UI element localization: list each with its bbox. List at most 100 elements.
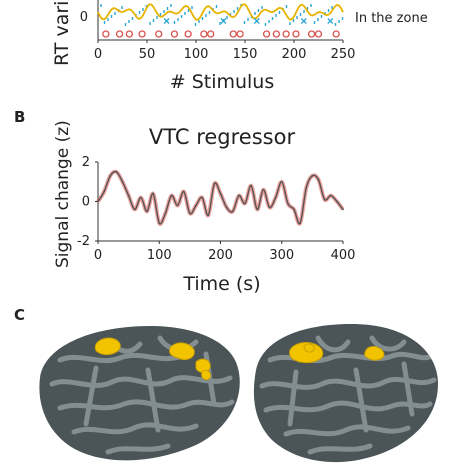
left-hemisphere (39, 326, 240, 461)
panel-a-x-tick-label: 100 (184, 47, 209, 62)
panel-b-y-tick-label: 2 (82, 155, 90, 170)
panel-b-data-point (201, 196, 204, 199)
panel-a-x-tick-label: 250 (331, 47, 356, 62)
panel-b-data-point (164, 212, 167, 215)
panel-a-zone-marker (292, 30, 300, 38)
panel-b-x-tick-label: 100 (147, 248, 172, 263)
panel-b-data-point (262, 188, 265, 191)
panel-b-data-point (139, 196, 142, 199)
panel-b-data-point (225, 206, 228, 209)
panel-a-zone-marker (282, 30, 290, 38)
panel-a-zone-marker (207, 30, 215, 38)
panel-a-rt-trace (97, 3, 344, 21)
panel-b-data-point (121, 180, 124, 183)
panel-b-error-band (96, 169, 345, 226)
panel-a-cross-marker (253, 18, 260, 24)
panel-b-data-point (305, 186, 308, 189)
panel-b-x-tick-label: 300 (269, 248, 294, 263)
panel-b-data-point (323, 198, 326, 201)
panel-b-data-point (293, 208, 295, 211)
panel-a-cross-marker (220, 18, 227, 24)
panel-a-zone-marker (200, 30, 208, 38)
panel-a-zone-marker (314, 30, 323, 38)
panel-a-zone-marker (307, 30, 316, 38)
panel-b-data-point (188, 212, 191, 215)
panel-c-letter: C (14, 306, 25, 324)
panel-a-zone-marker (170, 30, 179, 38)
panel-b-data-point (195, 204, 197, 207)
panel-a-marks (97, 3, 344, 38)
panel-b-x-tick-label: 200 (208, 248, 233, 263)
panel-a-zone-marker (236, 30, 244, 38)
panel-b-data-point (250, 184, 253, 187)
panel-b-data-point (280, 180, 283, 183)
panel-b-x-tick-label: 0 (94, 248, 102, 263)
panel-b-y-ticks: 2 0 -2 (77, 155, 98, 249)
panel-b-data-point (335, 200, 338, 203)
panel-a-x-ticks: 0 50 100 150 200 250 (94, 40, 356, 62)
panel-b-data-point (299, 222, 302, 225)
panel-b-xlabel: Time (s) (182, 273, 260, 295)
panel-b-data-point (244, 202, 246, 205)
panel-a-x-tick-label: 150 (233, 47, 258, 62)
panel-b-data-point (274, 196, 277, 199)
panel-a-zone-marker (138, 30, 146, 38)
panel-b-data-point (286, 202, 289, 205)
panel-a-zone-marker (229, 30, 237, 38)
panel-b-data-point (127, 194, 130, 197)
panel-a: 0 RT varia 0 50 100 150 200 250 # Stimulus In… (51, 0, 428, 93)
panel-a-zone-marker (262, 30, 271, 38)
panel-b-x-tick-label: 400 (331, 248, 356, 263)
panel-b-data-point (158, 222, 161, 225)
panel-b-letter: B (14, 108, 25, 126)
panel-b-series (96, 169, 345, 226)
panel-a-x-tick-label: 0 (94, 47, 102, 62)
panel-a-legend-label: In the zone (355, 11, 428, 26)
right-hemisphere (253, 324, 438, 463)
panel-a-xlabel: # Stimulus (170, 71, 275, 93)
panel-b-data-point (152, 192, 155, 195)
panel-c: C (14, 306, 438, 463)
panel-b-data-point (176, 204, 179, 207)
panel-b-ylabel: Signal change (z) (53, 120, 73, 268)
panel-b-data-point (146, 210, 148, 213)
panel-a-x-tick-label: 50 (139, 47, 156, 62)
panel-b-data-point (97, 200, 99, 203)
panel-b-data-point (103, 190, 106, 193)
panel-a-zone-marker (155, 30, 163, 38)
panel-b-data-point (219, 192, 222, 195)
panel-b-data-point (231, 210, 234, 213)
panel-b-data-point (213, 182, 216, 185)
panel-b-data-point (317, 178, 320, 181)
panel-b-data-point (182, 190, 185, 193)
panel-b-y-tick-label: 0 (82, 195, 90, 210)
panel-b-data-point (256, 208, 259, 211)
panel-b-data-point (207, 214, 210, 217)
panel-b-data-point (329, 194, 332, 197)
panel-a-cross-marker (300, 18, 307, 24)
panel-b: B VTC regressor Signal change (z) 2 0 -2 0… (14, 108, 355, 295)
panel-a-ylabel: RT varia (51, 0, 73, 66)
panel-a-zone-marker (332, 30, 340, 38)
panel-b-data-point (115, 170, 118, 173)
panel-b-y-tick-label: -2 (77, 234, 90, 249)
panel-b-data-point (170, 194, 173, 197)
panel-b-data-point (237, 194, 240, 197)
panel-b-data-point (109, 174, 112, 177)
panel-b-x-ticks: 0 100 200 300 400 (94, 241, 356, 263)
panel-a-y-tick-0: 0 (80, 10, 88, 25)
panel-b-data-point (133, 208, 136, 211)
panel-b-title: VTC regressor (149, 125, 296, 149)
panel-b-data-point (311, 174, 314, 177)
panel-a-cross-marker (163, 18, 170, 24)
panel-a-zone-marker (115, 30, 124, 38)
panel-a-zone-marker (102, 30, 110, 38)
panel-b-data-point (342, 208, 344, 211)
panel-a-zone-marker (125, 30, 134, 38)
panel-a-cross-marker (327, 18, 334, 24)
panel-a-zone-marker (272, 30, 281, 38)
panel-a-x-tick-label: 200 (282, 47, 307, 62)
panel-a-zone-marker (184, 30, 192, 38)
panel-b-data-point (268, 206, 271, 209)
